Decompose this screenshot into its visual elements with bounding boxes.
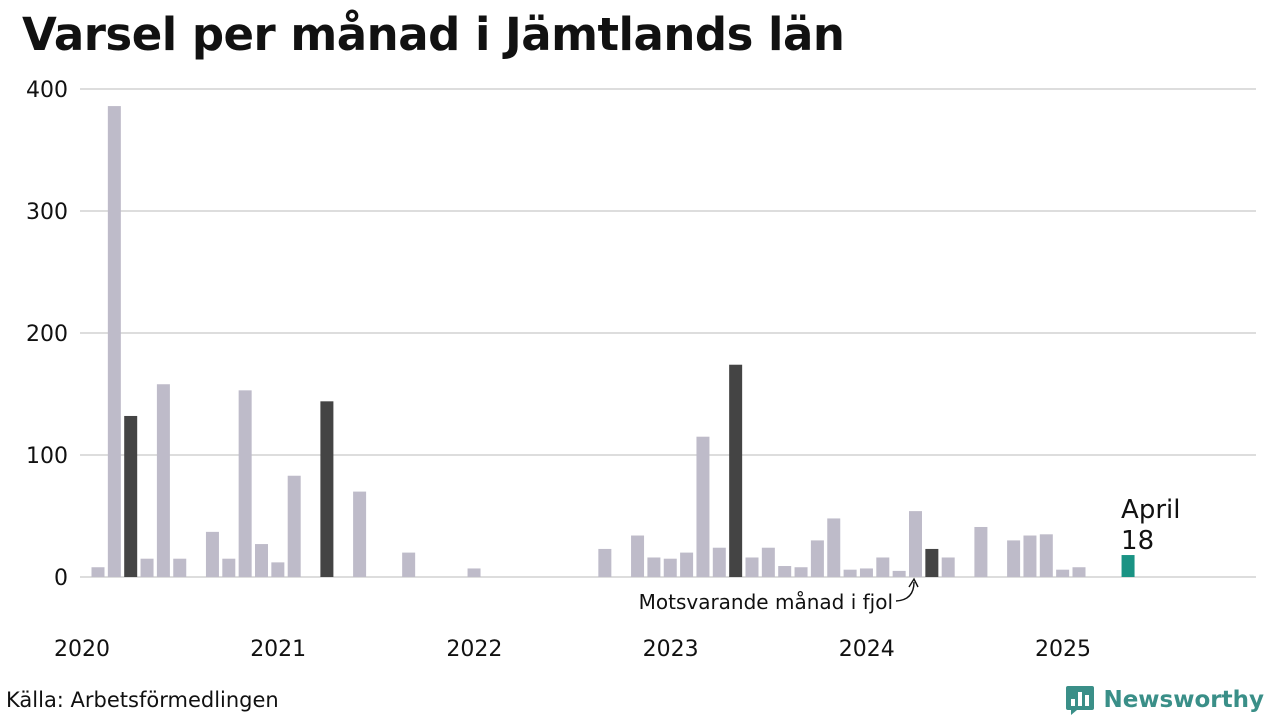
bar-2023-05 [745, 557, 759, 577]
source-credit: Källa: Arbetsförmedlingen [6, 688, 279, 712]
bar-2024-01 [876, 557, 890, 577]
bar-2020-02 [107, 106, 121, 577]
bar-2023-07 [778, 566, 792, 577]
bar-2023-08 [794, 567, 808, 577]
latest-month-label: April [1121, 495, 1180, 525]
bar-2020-08 [205, 531, 219, 577]
x-axis-ticks: 2020 2021 2022 2023 2024 2025 [54, 637, 1091, 662]
x-tick-label: 2024 [839, 637, 895, 662]
bar-2022-12 [663, 558, 677, 577]
y-axis-ticks: 0 100 200 300 400 [26, 78, 68, 591]
bar-2020-05 [156, 384, 170, 577]
bar-2022-10 [631, 535, 645, 577]
bar-2024-09 [1007, 540, 1021, 577]
bar-2020-06 [173, 558, 187, 577]
bar-2024-11 [1039, 534, 1053, 577]
bar-2020-11 [255, 544, 268, 577]
bar-2023-11 [843, 569, 857, 577]
bar-2023-06 [761, 547, 775, 577]
x-tick-label: 2023 [643, 637, 699, 662]
bar-2020-04 [140, 558, 154, 577]
bar-2024-04 [925, 548, 939, 577]
bar-2022-11 [647, 557, 661, 577]
newsworthy-logo: Newsworthy [1065, 684, 1264, 716]
bar-2023-04 [729, 364, 743, 577]
bar-2022-08 [598, 548, 612, 577]
bar-2023-02 [696, 436, 710, 577]
gridlines [80, 88, 1256, 578]
bar-2025-01 [1072, 567, 1086, 577]
bar-2021-12 [467, 568, 481, 577]
bar-2024-05 [941, 557, 955, 577]
bar-2024-03 [909, 511, 922, 577]
x-tick-label: 2022 [446, 637, 502, 662]
note-arrow [895, 581, 915, 602]
bar-2021-03 [320, 401, 334, 577]
note-arrowhead [908, 577, 919, 588]
y-tick-label: 100 [26, 444, 68, 469]
bar-2020-01 [91, 567, 105, 577]
latest-value-label: 18 [1121, 526, 1154, 556]
bar-2023-03 [712, 547, 726, 577]
chart-title: Varsel per månad i Jämtlands län [22, 8, 845, 61]
bars [91, 106, 1135, 577]
bar-2024-10 [1023, 535, 1037, 577]
bar-2024-12 [1056, 569, 1070, 577]
bar-2021-05 [353, 491, 367, 577]
y-tick-label: 200 [26, 322, 68, 347]
bar-2023-09 [810, 540, 824, 577]
bar-2023-10 [827, 518, 841, 577]
y-tick-label: 300 [26, 200, 68, 225]
bar-2020-12 [271, 562, 285, 577]
x-tick-label: 2021 [250, 637, 306, 662]
bar-2023-12 [859, 568, 873, 577]
brand-name: Newsworthy [1103, 687, 1264, 713]
bar-2020-09 [222, 558, 236, 577]
bar-2021-01 [287, 475, 301, 577]
bar-2021-08 [402, 552, 416, 577]
bar-2020-10 [238, 390, 252, 577]
same-month-note: Motsvarande månad i fjol [639, 590, 893, 614]
newsworthy-logo-icon [1066, 686, 1095, 715]
bar-2024-02 [892, 570, 906, 577]
y-tick-label: 0 [54, 566, 68, 591]
bar-2025-04 [1121, 555, 1135, 577]
y-tick-label: 400 [26, 78, 68, 103]
bar-2024-07 [974, 526, 988, 577]
x-tick-label: 2025 [1035, 637, 1091, 662]
bar-2023-01 [680, 552, 694, 577]
x-tick-label: 2020 [54, 637, 110, 662]
bar-2020-03 [124, 415, 138, 577]
